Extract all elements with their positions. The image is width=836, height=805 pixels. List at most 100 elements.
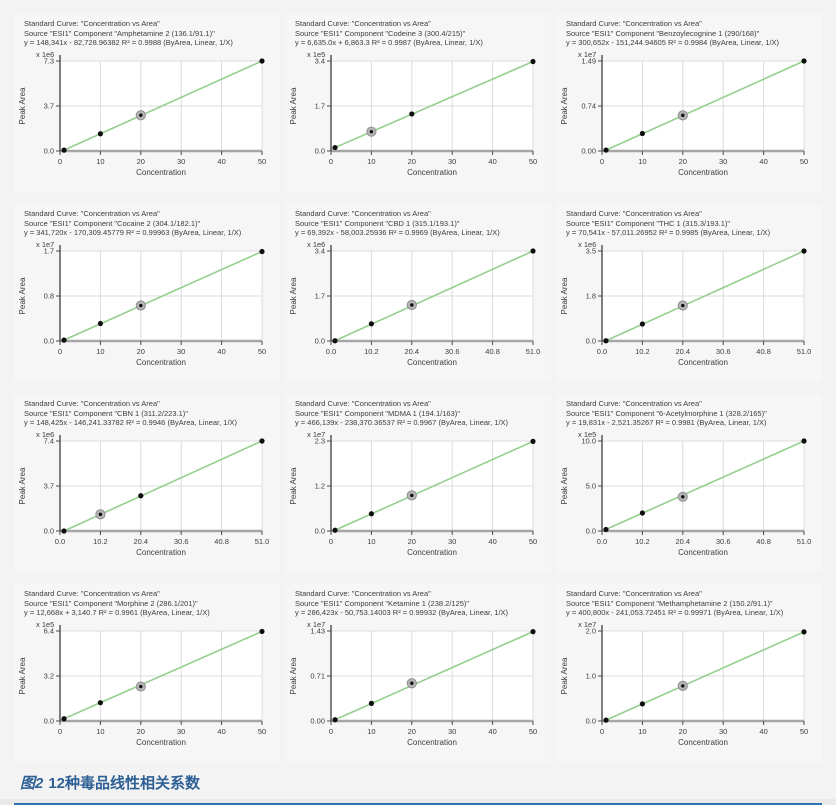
y-axis-title: Peak Area — [289, 86, 298, 123]
data-point — [332, 716, 338, 722]
y-tick-label: 3.4 — [315, 246, 325, 255]
x-axis-title: Concentration — [407, 358, 457, 367]
standard-curve-panel: Standard Curve: "Concentration vs Area" … — [285, 204, 551, 382]
curve-header: Standard Curve: "Concentration vs Area" … — [14, 14, 280, 48]
x-tick-label: 51.0 — [526, 347, 541, 356]
y-tick-label: 7.3 — [44, 56, 54, 65]
y-scale-label: x 1e6 — [36, 50, 54, 59]
y-tick-label: 0.0 — [315, 146, 325, 155]
curve-source: Source "ESI1" Component "MDMA 1 (194.1/1… — [295, 408, 460, 418]
y-tick-label: 3.4 — [315, 56, 325, 65]
y-tick-label: 5.0 — [586, 481, 596, 490]
y-tick-label: 2.0 — [586, 626, 596, 635]
curve-equation: y = 400,800x - 241,053.72451 R² = 0.9997… — [566, 608, 784, 617]
curve-title: Standard Curve: "Concentration vs Area" — [24, 399, 160, 408]
data-point — [332, 527, 338, 533]
curve-equation: y = 19,831x - 2,521.35267 R² = 0.9981 (B… — [566, 418, 767, 427]
curve-title: Standard Curve: "Concentration vs Area" — [295, 209, 431, 218]
x-tick-label: 10.2 — [364, 347, 379, 356]
x-tick-label: 10 — [96, 727, 104, 736]
x-tick-label: 20.4 — [675, 347, 690, 356]
standard-curve-panel: Standard Curve: "Concentration vs Area" … — [14, 204, 280, 382]
standard-curve-chart: 0.0 1.0 2.0x 1e7 0 10 20 30 40 50 Concentration Pe… — [560, 620, 808, 747]
y-tick-label: 1.0 — [586, 671, 596, 680]
x-axis-title: Concentration — [136, 738, 186, 747]
data-point — [530, 247, 536, 254]
y-tick-label: 0.0 — [586, 716, 596, 725]
x-tick-label: 10 — [367, 727, 375, 736]
x-tick-label: 20.4 — [404, 347, 419, 356]
regression-line — [61, 59, 263, 152]
standard-curve-chart: 0.0 0.8 1.7x 1e7 0 10 20 30 40 50 Concentration Pe… — [18, 240, 266, 367]
curve-title: Standard Curve: "Concentration vs Area" — [295, 19, 431, 28]
data-point — [97, 320, 103, 326]
x-axis-title: Concentration — [678, 358, 728, 367]
curve-header: Standard Curve: "Concentration vs Area" … — [556, 394, 822, 428]
standard-curve-chart: 0.0 1.8 3.5x 1e6 0.0 10.2 20.4 30.6 40.8 51.0 Con… — [560, 240, 812, 367]
x-tick-label: 40 — [759, 157, 767, 166]
x-tick-label: 0.0 — [326, 347, 336, 356]
regression-line — [334, 249, 534, 342]
curve-title: Standard Curve: "Concentration vs Area" — [566, 209, 702, 218]
x-tick-label: 51.0 — [797, 537, 812, 546]
regression-line — [603, 630, 805, 722]
data-point — [801, 247, 807, 254]
x-tick-label: 50 — [800, 157, 808, 166]
x-axis-title: Concentration — [407, 738, 457, 747]
x-tick-label: 20 — [137, 727, 145, 736]
y-tick-label: 1.7 — [44, 246, 54, 255]
data-point — [639, 509, 645, 516]
x-tick-label: 40 — [488, 727, 496, 736]
curve-header: Standard Curve: "Concentration vs Area" … — [14, 394, 280, 428]
x-tick-label: 30 — [448, 537, 456, 546]
data-point — [639, 130, 645, 136]
x-axis-title: Concentration — [136, 548, 186, 557]
x-tick-label: 10.2 — [635, 347, 650, 356]
y-scale-label: x 1e6 — [36, 430, 54, 439]
x-tick-label: 20.4 — [675, 537, 690, 546]
x-tick-label: 30.6 — [174, 537, 189, 546]
y-tick-label: 0.0 — [586, 336, 596, 345]
y-tick-label: 10.0 — [581, 436, 596, 445]
y-tick-label: 0.0 — [586, 526, 596, 535]
regression-line — [59, 630, 263, 721]
standard-curve-panel: Standard Curve: "Concentration vs Area" … — [556, 14, 822, 192]
x-tick-label: 20 — [408, 727, 416, 736]
data-point — [603, 526, 609, 532]
standard-curve-panel: Standard Curve: "Concentration vs Area" … — [14, 394, 280, 572]
y-axis-title: Peak Area — [18, 276, 27, 313]
standard-curve-chart: 0.0 3.7 7.3x 1e6 0 10 20 30 40 50 Concentration Pe… — [18, 50, 266, 177]
y-tick-label: 2.3 — [315, 436, 325, 445]
data-point — [639, 320, 645, 327]
y-scale-label: x 1e7 — [36, 240, 54, 249]
x-tick-label: 51.0 — [797, 347, 812, 356]
x-axis-title: Concentration — [678, 548, 728, 557]
curve-source: Source "ESI1" Component "Morphine 2 (286… — [24, 598, 198, 608]
data-point — [259, 628, 265, 634]
data-point — [639, 700, 645, 706]
data-point — [369, 129, 374, 133]
y-tick-label: 0.0 — [44, 336, 54, 345]
regression-line — [332, 440, 534, 532]
figure-caption-text: 12种毒品线性相关系数 — [48, 775, 201, 792]
figure-caption-number: 图2 — [20, 775, 44, 792]
y-scale-label: x 1e5 — [578, 430, 596, 439]
y-axis-title: Peak Area — [18, 86, 27, 123]
x-tick-label: 40.8 — [756, 347, 771, 356]
regression-line — [605, 249, 805, 342]
regression-line — [331, 630, 534, 722]
regression-line — [602, 439, 805, 532]
data-point — [410, 493, 414, 497]
y-tick-label: 0.74 — [581, 101, 596, 110]
standard-curve-chart: 0.0 1.7 3.4x 1e5 0 10 20 30 40 50 Concentration Pe… — [289, 50, 537, 177]
data-point — [332, 337, 338, 343]
x-tick-label: 0.0 — [55, 537, 65, 546]
x-tick-label: 10.2 — [635, 537, 650, 546]
x-tick-label: 20 — [137, 347, 145, 356]
regression-line — [61, 250, 263, 342]
x-tick-label: 50 — [258, 157, 266, 166]
curve-equation: y = 6,635.0x + 6,863.3 R² = 0.9987 (ByAr… — [295, 38, 483, 47]
standard-curve-panel: Standard Curve: "Concentration vs Area" … — [285, 14, 551, 192]
data-point — [801, 628, 807, 634]
x-tick-label: 20 — [408, 157, 416, 166]
